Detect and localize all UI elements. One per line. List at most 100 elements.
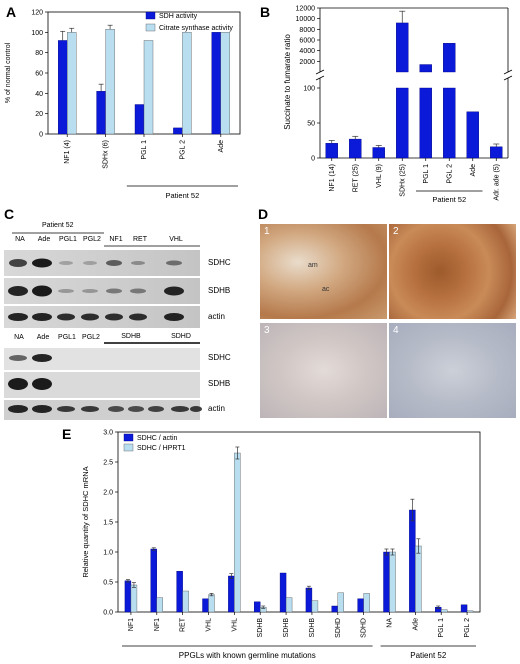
bar-b <box>466 111 479 159</box>
y-tick-label-e: 0.5 <box>103 580 113 587</box>
x-tick-label-a: Ade <box>218 140 225 153</box>
bar-b <box>396 22 409 73</box>
axis-break-b <box>503 69 513 75</box>
x-tick-label-e: SDHB <box>309 618 316 638</box>
x-tick-label-e: SDHB <box>257 618 264 638</box>
x-tick-label-a: NF1 (4) <box>64 140 71 164</box>
legend-swatch-e <box>123 433 134 442</box>
bar-e <box>285 597 293 613</box>
bar-b <box>372 147 385 159</box>
bar-e <box>279 572 287 613</box>
blot-band <box>131 261 145 265</box>
y-tick-label-e: 0.0 <box>103 610 113 617</box>
bar-b <box>396 87 409 159</box>
x-tick-label-b: VHL (9) <box>376 164 383 188</box>
blot-band <box>8 405 28 413</box>
panel-label-e: E <box>62 426 72 442</box>
blot-band <box>83 261 97 265</box>
blot-lane-label: NF1 <box>109 236 123 243</box>
group-label-a: Patient 52 <box>166 191 200 200</box>
bar-e <box>409 509 416 613</box>
y-axis-label-b: Succinate to fumarate ratio <box>283 34 292 130</box>
x-tick-label-b: Ade <box>470 164 477 177</box>
blot-band <box>82 289 98 293</box>
y-tick-label-b: 8000 <box>299 27 315 34</box>
bar-b <box>443 87 456 159</box>
plot-frame-e <box>117 431 481 613</box>
group-label-e: Patient 52 <box>410 651 447 660</box>
panel-label-d: D <box>258 206 269 222</box>
bar-e <box>441 609 448 613</box>
blot-band <box>106 260 122 266</box>
blot-band <box>164 313 184 321</box>
x-tick-label-e: VHL <box>206 618 213 632</box>
bar-b <box>325 143 338 159</box>
legend-swatch-a <box>145 23 156 32</box>
blot-band <box>32 313 52 321</box>
histology-number-2: 2 <box>393 226 399 237</box>
panel-label-b: B <box>260 4 271 20</box>
blot-row-label: actin <box>208 312 225 321</box>
western-blot-panel: Patient 52 NA Ade PGL1 PGL2 NF1 RET VHL SDHC SDH… <box>4 222 254 422</box>
blot-band <box>58 289 74 293</box>
bar-a <box>134 104 145 135</box>
bar-e <box>156 597 163 613</box>
blot-lane-label: RET <box>133 236 147 243</box>
bar-a <box>182 32 192 135</box>
bar-e <box>466 610 474 613</box>
histology-number-1: 1 <box>264 226 270 237</box>
bar-e <box>208 594 215 613</box>
blot-row-label: SDHC <box>208 353 231 362</box>
legend-label-e: SDHC / HPRT1 <box>137 445 186 452</box>
blot-lane-label: SDHD <box>171 333 191 340</box>
y-tick-label-b: 6000 <box>299 38 315 45</box>
bar-a <box>58 40 68 135</box>
x-tick-label-e: NF1 <box>128 618 135 631</box>
blot-band <box>9 259 27 267</box>
x-tick-label-b: Adr. ade (5) <box>493 164 500 201</box>
x-tick-label-e: SDHD <box>335 618 342 638</box>
blot-lane-label: VHL <box>169 236 183 243</box>
bar-a <box>66 32 77 135</box>
blot-lane-label: NA <box>14 334 24 341</box>
blot-lane-label: SDHB <box>121 333 141 340</box>
bar-e <box>202 598 209 613</box>
legend-swatch-e <box>123 443 134 452</box>
y-tick-label-a: 100 <box>31 30 43 37</box>
chart-b: 0 50 100 2000 4000 6000 8000 10000 12000 Succinat… <box>283 6 513 204</box>
group-label-e: PPGLs with known germline mutations <box>179 651 316 660</box>
blot-band <box>81 313 99 321</box>
histology-label-ac: ac <box>322 286 330 293</box>
bar-e <box>176 570 183 613</box>
blot-patient-header: Patient 52 <box>42 222 74 229</box>
bar-e <box>234 452 241 613</box>
bar-e <box>460 604 468 613</box>
blot-band <box>130 288 146 294</box>
group-label-b: Patient 52 <box>432 195 466 204</box>
blot-row-label: SDHB <box>208 286 231 295</box>
histology-panel: 1 am ac 2 3 4 <box>258 222 518 422</box>
bar-e <box>228 575 235 613</box>
blot-band <box>8 286 28 296</box>
blot-band <box>171 406 189 412</box>
blot-lane-label: PGL1 <box>59 236 77 243</box>
bar-e <box>311 600 319 613</box>
bar-e <box>337 592 344 613</box>
y-tick-label-b: 12000 <box>296 6 316 13</box>
panel-label-c: C <box>4 206 15 222</box>
blot-band <box>166 260 182 266</box>
histology-image-3: 3 <box>260 323 387 418</box>
bar-a <box>143 40 154 135</box>
axis-break-b <box>315 75 325 81</box>
y-tick-label-b: 2000 <box>299 59 315 66</box>
blot-lane-label: Ade <box>36 334 50 341</box>
blot-band <box>8 313 28 321</box>
x-tick-label-e: RET <box>180 617 187 632</box>
bar-b <box>443 43 456 73</box>
bar-a <box>173 127 183 135</box>
bar-b <box>419 64 432 73</box>
blot-row-label: actin <box>208 404 225 413</box>
blot-band <box>32 258 52 268</box>
x-tick-label-b: SDHx (25) <box>399 164 406 197</box>
